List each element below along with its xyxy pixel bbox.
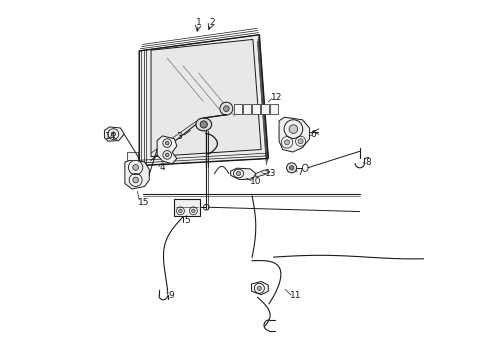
Text: 11: 11 (290, 291, 302, 300)
Text: 15: 15 (138, 198, 149, 207)
Polygon shape (157, 136, 177, 164)
Ellipse shape (166, 141, 169, 145)
Polygon shape (256, 170, 270, 177)
Ellipse shape (289, 125, 298, 134)
Ellipse shape (257, 286, 262, 291)
Ellipse shape (236, 171, 241, 176)
Text: 8: 8 (365, 158, 371, 167)
Ellipse shape (192, 209, 195, 213)
Text: 7: 7 (298, 168, 303, 177)
Polygon shape (104, 127, 124, 141)
Polygon shape (251, 282, 269, 295)
Ellipse shape (200, 121, 207, 128)
Ellipse shape (298, 139, 303, 144)
Text: 3: 3 (176, 132, 181, 141)
Polygon shape (151, 40, 261, 157)
Ellipse shape (223, 106, 229, 112)
Bar (243, 104, 251, 114)
Polygon shape (125, 159, 149, 189)
Ellipse shape (290, 166, 294, 170)
Text: 14: 14 (105, 132, 116, 141)
Polygon shape (231, 168, 256, 180)
Text: 4: 4 (160, 163, 165, 172)
Polygon shape (139, 35, 269, 166)
Ellipse shape (133, 177, 139, 183)
Text: 1: 1 (196, 18, 201, 27)
Text: 5: 5 (185, 216, 191, 225)
Ellipse shape (179, 209, 182, 213)
Ellipse shape (220, 102, 233, 115)
Text: 12: 12 (271, 93, 282, 102)
Text: 9: 9 (168, 291, 174, 300)
Ellipse shape (166, 153, 169, 157)
Bar (252, 104, 260, 114)
Text: 10: 10 (250, 177, 262, 186)
Ellipse shape (111, 132, 116, 136)
Bar (126, 152, 138, 160)
Bar (174, 199, 200, 216)
Text: 2: 2 (209, 18, 215, 27)
Text: 13: 13 (265, 170, 276, 179)
Bar (234, 104, 242, 114)
Bar (261, 104, 269, 114)
Ellipse shape (287, 163, 296, 173)
Ellipse shape (285, 140, 290, 145)
Ellipse shape (196, 118, 212, 131)
Text: 6: 6 (310, 130, 316, 139)
Polygon shape (279, 117, 310, 152)
Bar (270, 104, 278, 114)
Ellipse shape (133, 165, 139, 170)
